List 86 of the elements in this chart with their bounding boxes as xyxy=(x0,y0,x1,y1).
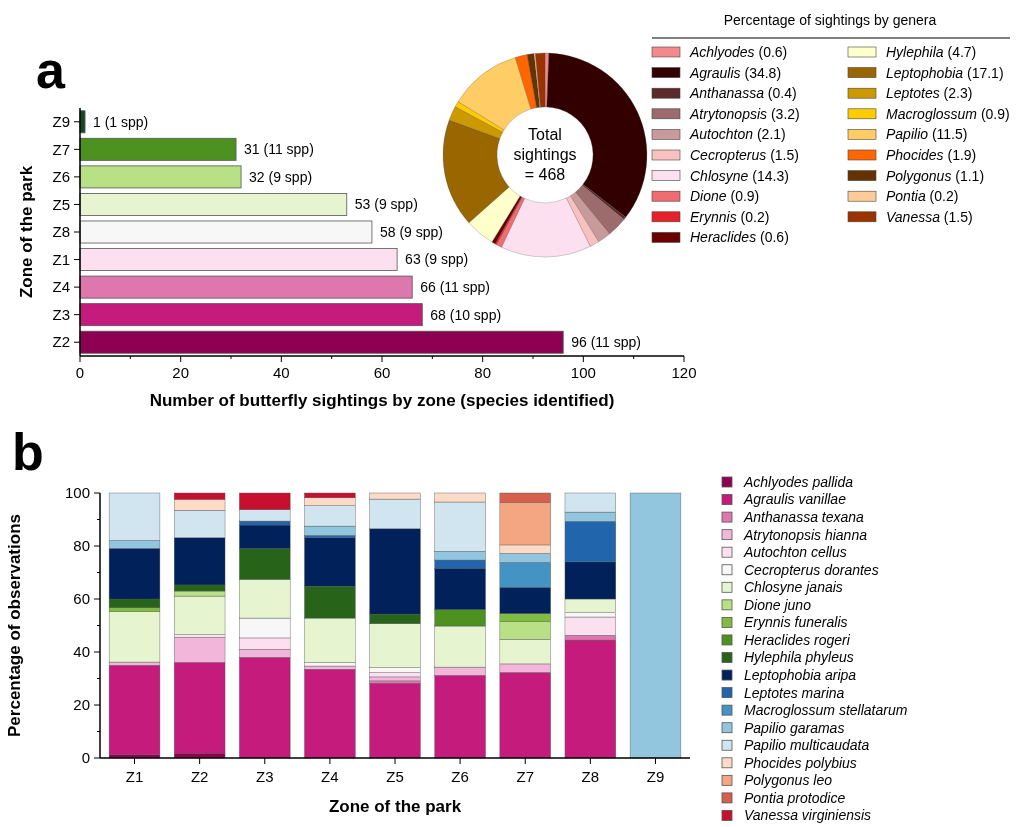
y-axis-title: Percentage of observations xyxy=(5,514,24,737)
data-label: 32 (9 spp) xyxy=(249,168,313,185)
legend-label: Polygonus (1.1) xyxy=(886,167,985,184)
legend-label: Hylephila phyleus xyxy=(744,649,854,666)
data-label: 63 (9 spp) xyxy=(405,251,469,268)
legend-label: Cecropterus dorantes xyxy=(744,561,879,578)
chart-title: a xyxy=(36,41,66,99)
x-tick-label: Z9 xyxy=(646,768,665,785)
x-tick-label: 20 xyxy=(172,364,190,381)
legend-label: Achlyodes pallida xyxy=(743,473,854,490)
x-axis-title: Zone of the park xyxy=(328,797,462,816)
legend-label: Pontia protodice xyxy=(744,789,846,806)
legend-label: Dione (0.9) xyxy=(690,188,760,205)
y-tick-label: 20 xyxy=(73,696,90,714)
data-label: 1 (1 spp) xyxy=(93,113,149,130)
legend-label: Hylephila (4.7) xyxy=(886,43,977,60)
x-tick-label: 60 xyxy=(373,364,391,381)
legend-label: Chlosyne janais xyxy=(744,579,843,596)
legend-label: Macroglossum (0.9) xyxy=(886,105,1010,122)
y-tick-label: 0 xyxy=(81,749,90,767)
legend-label: Anthanassa texana xyxy=(743,509,865,525)
legend-label: Leptophobia aripa xyxy=(744,666,857,683)
legend-label: Leptophobia (17.1) xyxy=(886,64,1004,81)
legend-label: Autochton (2.1) xyxy=(689,126,786,143)
x-tick-label: Z6 xyxy=(451,768,469,785)
legend-label: Polygonus leo xyxy=(744,772,833,789)
data-label: 68 (10 spp) xyxy=(430,306,502,323)
y-tick-label: Z6 xyxy=(52,168,70,186)
y-tick-label: 100 xyxy=(64,484,90,502)
y-tick-label: 40 xyxy=(73,643,90,661)
legend-label: Agraulis (34.8) xyxy=(689,64,782,81)
x-tick-label: Z5 xyxy=(386,768,404,785)
chart-title: b xyxy=(12,423,44,481)
y-tick-label: Z2 xyxy=(52,333,70,351)
y-tick-label: Z5 xyxy=(52,195,70,213)
x-tick-label: 80 xyxy=(474,364,492,381)
legend-label: Macroglossum stellatarum xyxy=(744,702,908,719)
legend-label: Agraulis vanillae xyxy=(743,491,847,508)
legend-label: Phocides polybius xyxy=(744,754,857,771)
x-tick-label: Z8 xyxy=(581,768,600,785)
data-label: 66 (11 spp) xyxy=(420,279,490,296)
legend-label: Achlyodes (0.6) xyxy=(689,43,788,60)
x-tick-label: Z2 xyxy=(190,768,209,785)
legend-label: Heraclides rogeri xyxy=(744,631,851,648)
legend-label: Autochton cellus xyxy=(743,544,847,561)
legend-label: Anthanassa (0.4) xyxy=(689,85,797,102)
y-tick-label: 60 xyxy=(73,590,90,608)
legend-label: Dione juno xyxy=(744,596,812,613)
y-tick-label: Z9 xyxy=(52,113,70,131)
x-axis-title: Number of butterfly sightings by zone (species identified) xyxy=(149,391,615,410)
legend-label: Papilio (11.5) xyxy=(886,126,968,143)
legend-label: Papilio multicaudata xyxy=(744,737,870,754)
y-tick-label: 80 xyxy=(73,537,90,555)
annotation: Total sightings = 468 xyxy=(513,126,577,183)
legend-label: Papilio garamas xyxy=(744,719,845,736)
x-tick-label: Z7 xyxy=(516,768,534,785)
legend-label: Atrytonopsis hianna xyxy=(743,526,868,543)
y-tick-label: Z3 xyxy=(52,305,70,323)
y-tick-label: Z1 xyxy=(52,250,70,268)
data-label: 96 (11 spp) xyxy=(571,334,641,351)
legend-label: Atrytonopsis (3.2) xyxy=(689,105,800,122)
y-axis-title: Zone of the park xyxy=(17,165,36,299)
legend-label: Erynnis funeralis xyxy=(744,614,848,631)
data-label: 31 (11 spp) xyxy=(244,141,314,158)
legend-label: Vanessa virginiensis xyxy=(744,807,872,824)
x-tick-label: 40 xyxy=(272,364,290,381)
legend-label: Heraclides (0.6) xyxy=(690,229,789,246)
data-label: 53 (9 spp) xyxy=(354,196,418,213)
legend-label: Erynnis (0.2) xyxy=(690,208,770,225)
x-tick-label: Z3 xyxy=(256,768,274,785)
y-tick-label: Z7 xyxy=(52,140,70,158)
legend-label: Phocides (1.9) xyxy=(886,146,977,163)
legend-label: Pontia (0.2) xyxy=(886,188,959,205)
legend-label: Chlosyne (14.3) xyxy=(690,167,789,184)
x-tick-label: 120 xyxy=(671,364,697,381)
legend-label: Leptotes marina xyxy=(744,684,845,701)
x-tick-label: 100 xyxy=(570,364,596,381)
y-tick-label: Z4 xyxy=(52,278,70,296)
x-tick-label: Z1 xyxy=(125,768,144,785)
legend-label: Vanessa (1.5) xyxy=(886,208,973,225)
data-label: 58 (9 spp) xyxy=(379,223,443,240)
x-tick-label: Z4 xyxy=(321,768,339,785)
legend-label: Leptotes (2.3) xyxy=(886,85,973,102)
y-tick-label: Z8 xyxy=(52,223,70,241)
legend-label: Cecropterus (1.5) xyxy=(690,146,799,163)
legend-title: Percentage of sightings by genera xyxy=(723,12,937,28)
